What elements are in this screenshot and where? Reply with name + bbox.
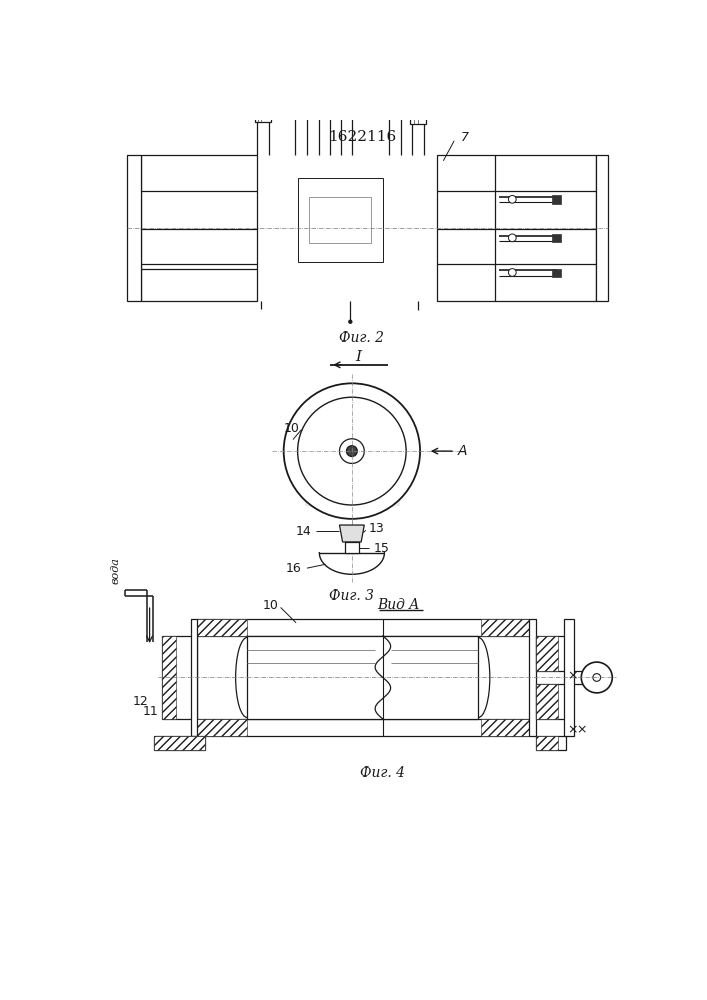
Bar <box>197 619 247 636</box>
Text: ×: × <box>576 723 587 736</box>
Bar <box>141 155 257 301</box>
Circle shape <box>593 674 601 681</box>
Bar <box>564 619 573 736</box>
Text: 13: 13 <box>369 522 385 535</box>
Bar <box>257 103 270 114</box>
Bar <box>410 113 426 124</box>
Polygon shape <box>339 525 364 542</box>
Text: 7: 7 <box>460 131 468 144</box>
Bar <box>317 103 332 114</box>
Circle shape <box>508 234 516 242</box>
Text: 14: 14 <box>296 525 312 538</box>
Circle shape <box>349 320 352 323</box>
Bar <box>537 736 566 750</box>
Bar <box>339 93 354 104</box>
Bar <box>552 269 561 277</box>
Bar <box>596 155 607 301</box>
Text: 12: 12 <box>132 695 148 708</box>
Text: ×: × <box>568 669 578 682</box>
Bar <box>154 736 204 750</box>
Bar <box>537 636 558 671</box>
Bar <box>389 95 401 107</box>
Bar <box>345 542 359 553</box>
Text: 16: 16 <box>286 562 301 575</box>
Bar <box>197 719 247 736</box>
Circle shape <box>581 662 612 693</box>
Bar <box>552 195 561 204</box>
Bar <box>309 197 371 243</box>
Bar <box>197 719 529 736</box>
Bar <box>537 636 566 671</box>
Text: ×: × <box>568 723 578 736</box>
Text: Вид A: Вид A <box>378 598 419 612</box>
Text: 1622116: 1622116 <box>328 130 396 144</box>
Bar <box>191 619 197 736</box>
Bar <box>293 96 308 108</box>
Bar <box>481 719 529 736</box>
Bar <box>552 234 561 242</box>
Bar <box>341 82 352 95</box>
Circle shape <box>346 446 357 456</box>
Bar <box>320 92 330 105</box>
Bar <box>127 155 141 301</box>
Bar <box>197 619 529 636</box>
Bar <box>411 102 425 115</box>
Bar <box>529 619 537 736</box>
Bar <box>481 619 529 636</box>
Text: вода: вода <box>110 557 120 584</box>
Circle shape <box>339 439 364 463</box>
Bar <box>437 155 596 301</box>
Text: 10: 10 <box>262 599 279 612</box>
Text: 10: 10 <box>284 422 299 434</box>
Bar <box>162 636 197 719</box>
Bar <box>537 684 566 719</box>
Bar <box>387 105 403 116</box>
Bar <box>291 107 310 118</box>
Bar <box>255 112 271 122</box>
Bar <box>298 178 383 262</box>
Bar <box>154 736 204 750</box>
Text: Фиг. 2: Фиг. 2 <box>339 331 385 345</box>
Circle shape <box>508 269 516 276</box>
Circle shape <box>284 383 420 519</box>
Text: I: I <box>355 350 361 364</box>
Text: Фиг. 4: Фиг. 4 <box>361 766 405 780</box>
Circle shape <box>298 397 406 505</box>
Bar <box>537 684 558 719</box>
Text: 11: 11 <box>142 705 158 718</box>
Bar <box>537 736 558 750</box>
Bar <box>162 636 176 719</box>
Bar <box>247 636 478 719</box>
Circle shape <box>508 195 516 203</box>
Text: 15: 15 <box>373 542 390 555</box>
Text: A: A <box>457 444 467 458</box>
Bar <box>566 671 583 684</box>
Text: Фиг. 3: Фиг. 3 <box>329 589 375 603</box>
